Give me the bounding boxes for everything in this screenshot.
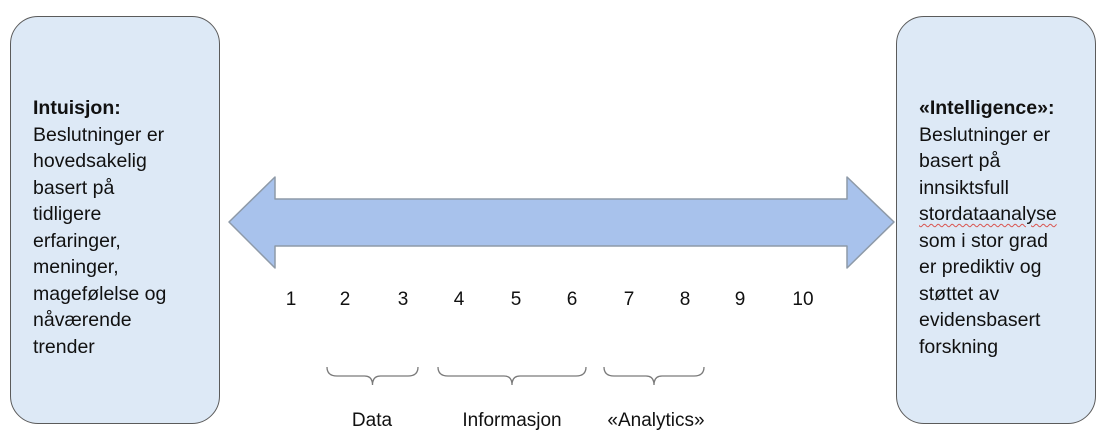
intuition-title: Intuisjon:: [33, 97, 121, 119]
intelligence-title: «Intelligence»:: [919, 97, 1055, 119]
intuition-line: hovedsakelig: [33, 150, 147, 172]
group-label-analytics: «Analytics»: [607, 410, 705, 431]
intuition-line: meninger,: [33, 256, 119, 278]
intelligence-line: basert på: [919, 150, 1001, 172]
scale-4: 4: [453, 289, 465, 310]
intuition-text: Intuisjon: Beslutninger er hovedsakelig …: [33, 95, 213, 360]
intelligence-line-spellcheck: stordataanalyse: [919, 203, 1057, 225]
scale-3: 3: [397, 289, 409, 310]
brace-analytics: [603, 366, 705, 386]
scale-7: 7: [623, 289, 635, 310]
intuition-line: tidligere: [33, 203, 102, 225]
scale-10: 10: [792, 289, 814, 310]
brace-informasjon: [437, 366, 587, 386]
group-label-data: Data: [351, 410, 393, 431]
intelligence-line: Beslutninger er: [919, 123, 1051, 146]
brace-data: [326, 366, 419, 386]
intelligence-line: er prediktiv og: [919, 256, 1042, 278]
intuition-line: Beslutninger er: [33, 123, 165, 146]
intuition-line: erfaringer,: [33, 229, 121, 252]
intelligence-line: evidensbasert: [919, 309, 1041, 331]
intelligence-line: støttet av: [919, 282, 1000, 305]
scale-1: 1: [285, 289, 297, 310]
scale-5: 5: [510, 289, 522, 310]
double-headed-arrow: [228, 176, 895, 269]
group-label-informasjon: Informasjon: [462, 410, 562, 431]
intuition-line: trender: [33, 335, 95, 358]
intelligence-line: forskning: [919, 335, 999, 358]
intelligence-line: som i stor grad: [919, 229, 1048, 252]
intelligence-box: «Intelligence»: Beslutninger er basert p…: [896, 16, 1096, 424]
scale-6: 6: [566, 289, 578, 310]
scale-2: 2: [339, 289, 351, 310]
intelligence-line: innsiktsfull: [919, 176, 1009, 199]
intuition-box: Intuisjon: Beslutninger er hovedsakelig …: [10, 16, 220, 424]
scale-8: 8: [679, 289, 691, 310]
intuition-line: magefølelse og: [33, 282, 167, 305]
intelligence-text: «Intelligence»: Beslutninger er basert p…: [919, 95, 1089, 360]
scale-9: 9: [734, 289, 746, 310]
intuition-line: basert på: [33, 176, 115, 199]
intuition-line: nåværende: [33, 309, 132, 331]
